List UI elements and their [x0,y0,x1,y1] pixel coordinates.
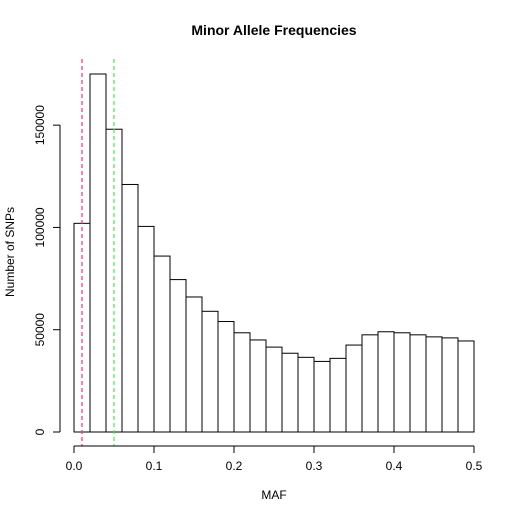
y-tick-label: 50000 [33,313,47,347]
histogram-bar [233,332,251,433]
histogram-bar [185,296,203,433]
bars-group [73,73,475,433]
histogram-bar [393,332,411,433]
histogram-bar [281,352,299,433]
histogram-bar [121,183,139,433]
y-axis-label: Number of SNPs [3,207,17,297]
x-tick-label: 0.5 [466,459,483,473]
x-tick-label: 0.1 [146,459,163,473]
histogram-bar [89,73,107,433]
x-tick-label: 0.0 [66,459,83,473]
y-tick-label: 100000 [33,207,47,247]
y-tick-label: 0 [33,428,47,435]
histogram-bar [457,340,475,433]
histogram-bar [361,334,379,433]
histogram-bar [377,331,395,433]
histogram-bar [137,225,155,433]
x-tick-label: 0.4 [386,459,403,473]
x-axis-label: MAF [261,488,286,502]
histogram-bar [441,337,459,433]
histogram-bar [265,346,283,433]
histogram-bar [313,360,331,433]
x-tick-label: 0.2 [226,459,243,473]
reference-lines-group [81,59,115,446]
histogram-bar [425,336,443,433]
histogram-bar [297,356,315,433]
x-axis: 0.0 0.1 0.2 0.3 0.4 0.5 [66,445,483,473]
histogram-bar [249,339,267,433]
histogram-bar [201,310,219,433]
chart-title: Minor Allele Frequencies [191,22,356,38]
histogram-bar [409,334,427,433]
histogram-bar [329,357,347,433]
x-tick-label: 0.3 [306,459,323,473]
histogram-bar [345,344,363,433]
histogram-bar [169,279,187,433]
y-axis: 0 50000 100000 150000 [33,105,61,435]
histogram-bar [217,321,235,433]
histogram-bar [153,255,171,433]
y-tick-label: 150000 [33,105,47,145]
